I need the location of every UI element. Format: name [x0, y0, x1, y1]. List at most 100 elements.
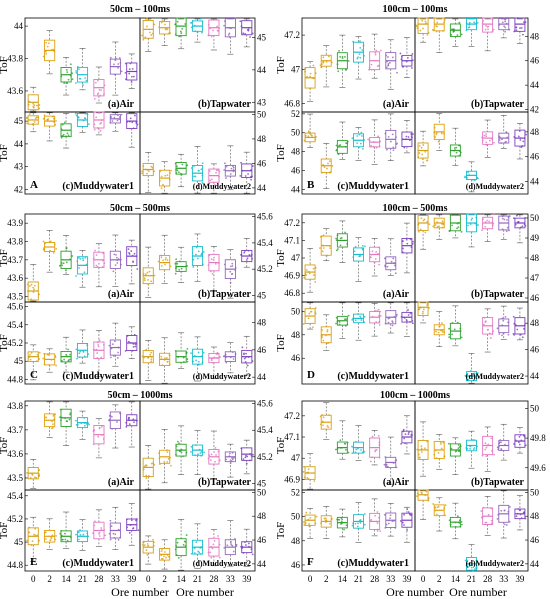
y-tick-label: 48 [530, 127, 540, 137]
data-point [55, 248, 58, 250]
data-point [149, 31, 151, 34]
data-point [145, 273, 147, 276]
data-point [177, 171, 180, 174]
data-point [364, 245, 366, 248]
data-point [496, 517, 499, 520]
data-point [25, 116, 28, 119]
data-point [484, 320, 487, 323]
data-point [65, 353, 68, 356]
y-tick-label: 46 [257, 535, 267, 545]
data-point [374, 258, 377, 260]
data-point [359, 47, 362, 49]
data-point [245, 544, 247, 546]
y-tick-label: 50 [291, 128, 301, 138]
data-point [389, 514, 392, 517]
data-point [164, 23, 166, 26]
y-tick-label: 45 [257, 478, 267, 488]
box [417, 301, 429, 317]
data-point [30, 351, 33, 354]
y-tick-label: 47.1 [284, 432, 300, 442]
x-tick-label: 28 [209, 574, 219, 584]
data-point [324, 517, 327, 520]
data-point [307, 135, 310, 137]
y-tick-label: 46 [291, 353, 301, 363]
data-point [42, 117, 45, 120]
data-point [118, 57, 121, 59]
data-point [55, 534, 58, 537]
data-point [396, 71, 398, 74]
data-point [163, 555, 165, 558]
data-point [370, 63, 373, 66]
data-point [525, 133, 528, 136]
data-point [477, 372, 479, 374]
data-point [52, 415, 55, 417]
data-point [137, 529, 140, 532]
y-tick-label: 43.6 [7, 273, 23, 283]
data-point [112, 532, 115, 535]
data-point [391, 321, 394, 324]
data-point [505, 524, 508, 526]
data-point [248, 254, 251, 256]
data-point [134, 343, 137, 346]
data-point [387, 135, 390, 138]
chart-block-a: 50cm – 100ms 43.6 43.8 44 (a)Air ToF 43 44 45 (b)… [0, 4, 267, 194]
data-point [412, 240, 414, 243]
data-point [146, 172, 148, 175]
data-point [117, 63, 120, 65]
data-point [503, 218, 506, 221]
data-point [490, 437, 493, 440]
data-point [108, 419, 111, 422]
y-axis-title: ToF [0, 144, 10, 162]
y-tick-label: 44 [257, 559, 267, 569]
chart-block-d: 100cm – 500ms 46.8 46.9 47 47.1 47.2 (a)Air ToF… [275, 203, 540, 385]
data-point [26, 122, 28, 125]
data-point [150, 280, 153, 283]
data-point [396, 313, 398, 316]
data-point [166, 360, 169, 363]
data-point [487, 513, 490, 516]
y-tick-label: 44 [14, 139, 24, 149]
data-point [229, 270, 232, 273]
panel-label: (a)Air [383, 99, 410, 110]
data-point [425, 490, 428, 493]
data-point [508, 215, 511, 217]
data-point [469, 223, 472, 226]
data-point [239, 20, 242, 23]
data-point [339, 244, 342, 247]
y-tick-label: 45 [257, 290, 267, 300]
y-tick-label: 45 [257, 32, 267, 42]
data-point [308, 525, 311, 528]
data-point [184, 23, 187, 25]
data-point [64, 538, 67, 541]
data-point [79, 533, 82, 536]
data-point [202, 351, 205, 354]
data-point [176, 541, 179, 544]
y-tick-label: 44 [257, 183, 267, 193]
data-point [458, 21, 461, 24]
data-point [407, 433, 410, 435]
data-point [186, 360, 189, 363]
data-point [485, 135, 488, 138]
data-point [109, 538, 112, 541]
data-point [33, 476, 36, 479]
data-point [209, 459, 212, 462]
panel-label: (d)Muddywater2 [193, 559, 251, 568]
data-point [87, 123, 90, 126]
data-point [321, 250, 324, 253]
y-tick-label: 48 [291, 330, 301, 340]
data-point [127, 340, 130, 343]
data-point [404, 433, 407, 436]
data-point [468, 26, 471, 29]
data-point [197, 169, 200, 172]
data-point [67, 134, 70, 137]
data-point [130, 519, 133, 522]
data-point [232, 550, 235, 553]
data-point [134, 114, 136, 117]
data-point [247, 173, 249, 175]
data-point [148, 270, 151, 273]
y-tick-label: 52 [291, 109, 300, 119]
panel-e-1: 43.5 43.6 43.7 43.8 (a)Air ToF [0, 400, 141, 491]
data-point [216, 25, 219, 28]
data-point [422, 308, 425, 311]
data-point [375, 49, 378, 52]
